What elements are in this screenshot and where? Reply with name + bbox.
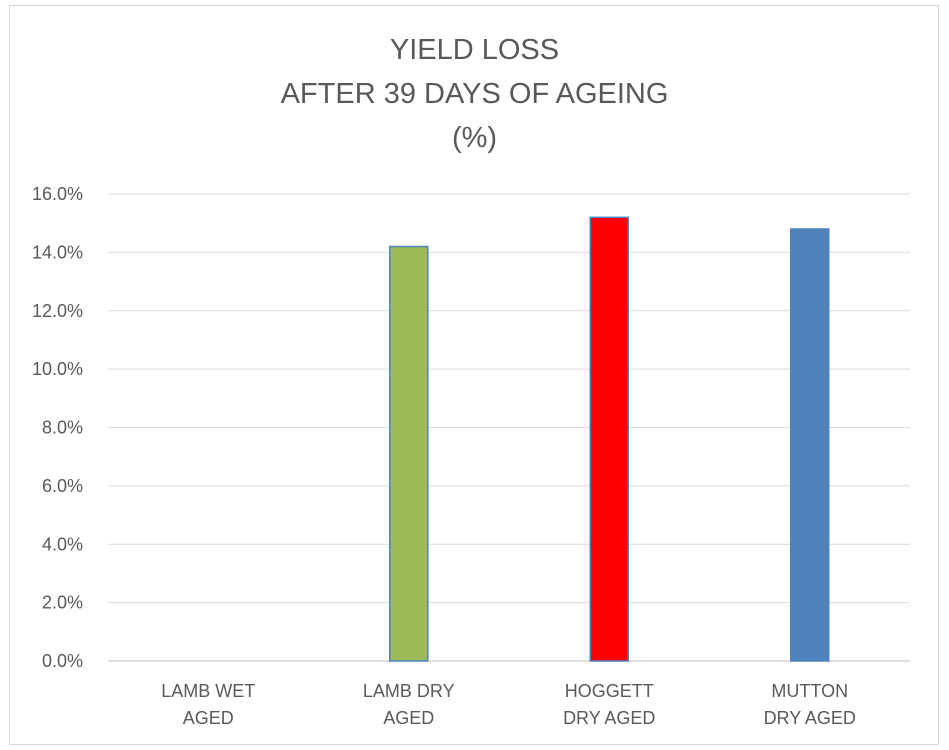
chart-title-line-1: YIELD LOSS xyxy=(389,34,560,66)
y-tick-label: 0.0% xyxy=(42,651,83,671)
chart-frame xyxy=(9,5,939,745)
x-category-label: DRY AGED xyxy=(563,708,655,728)
y-tick-label: 16.0% xyxy=(32,184,83,204)
y-tick-label: 14.0% xyxy=(32,242,83,262)
x-category-label: AGED xyxy=(383,708,434,728)
x-category-label: MUTTON xyxy=(771,681,848,701)
y-tick-label: 12.0% xyxy=(32,301,83,321)
x-category-label: LAMB WET xyxy=(161,681,255,701)
chart-title: YIELD LOSS AFTER 39 DAYS OF AGEING (%) xyxy=(0,28,949,160)
x-category-label: LAMB DRY xyxy=(363,681,455,701)
x-category-label: AGED xyxy=(183,708,234,728)
bar xyxy=(589,216,629,662)
y-tick-label: 8.0% xyxy=(42,418,83,438)
chart-title-line-2: AFTER 39 DAYS OF AGEING xyxy=(280,78,669,110)
y-tick-label: 2.0% xyxy=(42,593,83,613)
y-tick-label: 10.0% xyxy=(32,359,83,379)
x-category-label: HOGGETT xyxy=(565,681,654,701)
y-tick-label: 4.0% xyxy=(42,534,83,554)
x-category-label: DRY AGED xyxy=(764,708,856,728)
chart-title-line-3: (%) xyxy=(451,122,498,154)
bar xyxy=(389,245,429,662)
y-tick-label: 6.0% xyxy=(42,476,83,496)
bar xyxy=(790,228,830,662)
